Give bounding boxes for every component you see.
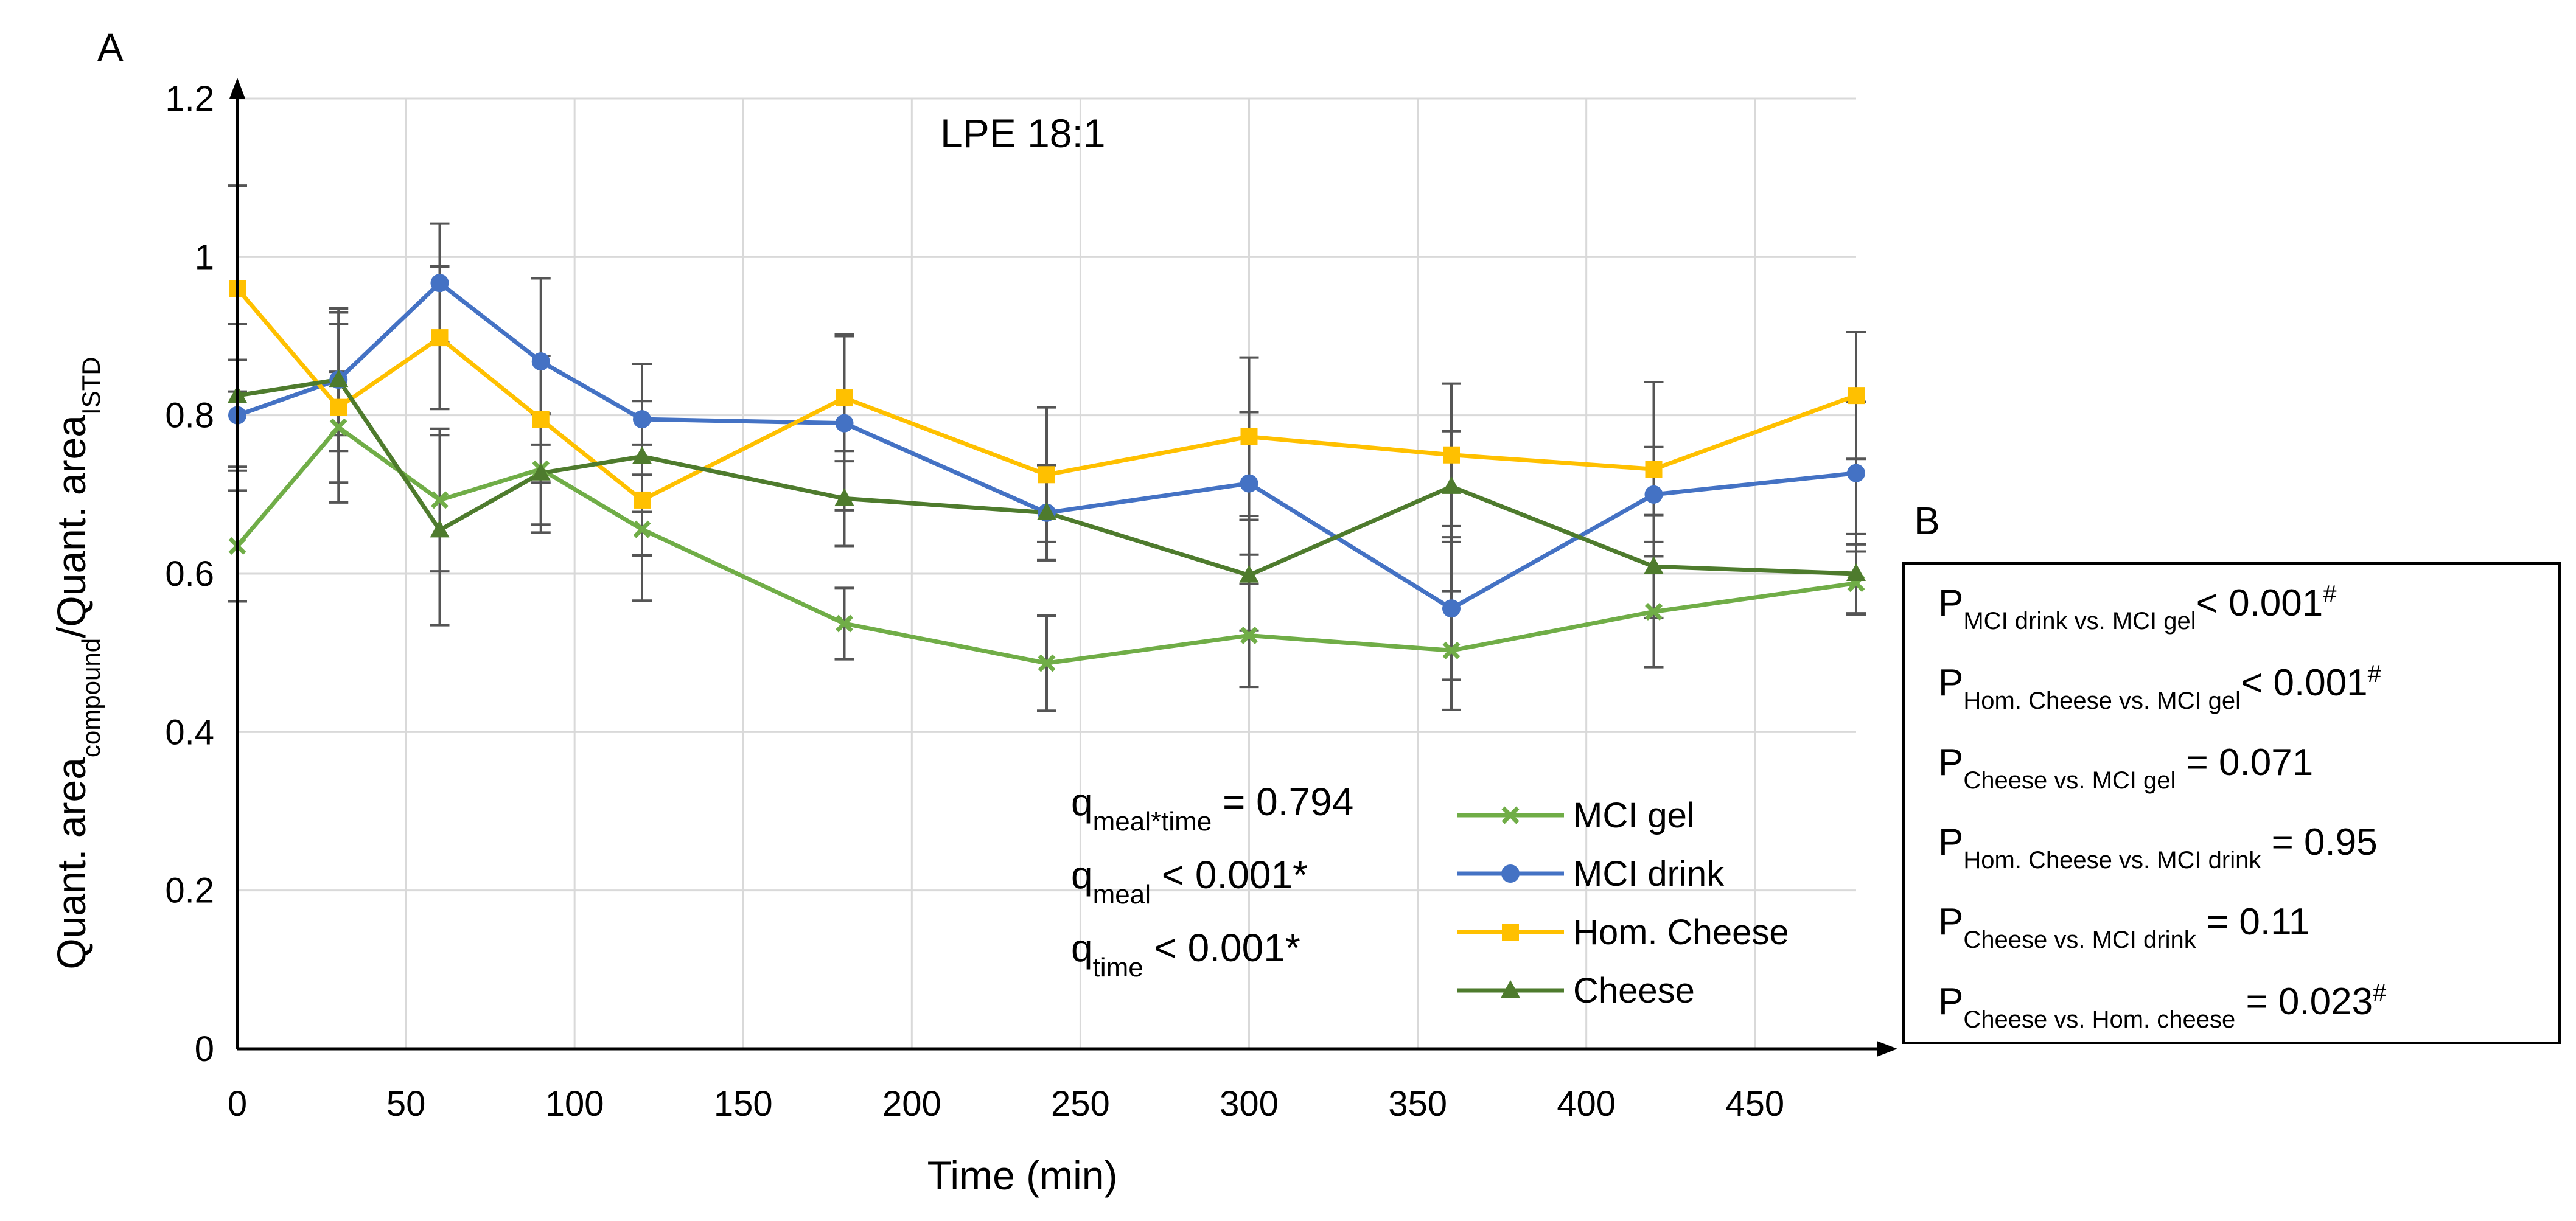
data-point-mci-drink bbox=[1442, 599, 1461, 618]
legend-label-hom-cheese: Hom. Cheese bbox=[1573, 913, 1789, 952]
x-tick-label: 400 bbox=[1557, 1084, 1616, 1124]
y-tick-label: 0.8 bbox=[165, 396, 214, 436]
data-point-mci-gel bbox=[1645, 603, 1663, 621]
x-tick-label: 100 bbox=[545, 1084, 604, 1124]
data-point-cheese bbox=[834, 488, 854, 506]
data-point-hom-cheese bbox=[634, 491, 651, 509]
data-point-cheese bbox=[329, 369, 349, 388]
tick-labels: 0 50 100 150 200 250 300 350 400 450 0 0.2 0.4 0.6 0.8… bbox=[165, 79, 1784, 1124]
x-tick-label: 0 bbox=[228, 1084, 247, 1124]
data-point-hom-cheese bbox=[1240, 428, 1258, 445]
data-point-cheese bbox=[1846, 563, 1866, 581]
data-point-hom-cheese bbox=[532, 411, 550, 428]
data-point-mci-gel bbox=[1240, 627, 1258, 645]
data-point-cheese bbox=[632, 446, 652, 464]
stats-line: PCheese vs. MCI drink = 0.11 bbox=[1938, 901, 2309, 953]
x-tick-label: 50 bbox=[386, 1084, 426, 1124]
y-tick-label: 1 bbox=[195, 237, 214, 277]
stats-line: PHom. Cheese vs. MCI gel< 0.001# bbox=[1938, 661, 2382, 714]
panel-label-b: B bbox=[1914, 499, 1940, 543]
stats-panel-box bbox=[1902, 562, 2561, 1044]
error-bars bbox=[228, 184, 1866, 712]
data-point-hom-cheese bbox=[1848, 387, 1865, 405]
data-point-mci-drink bbox=[531, 352, 550, 371]
data-point-mci-gel bbox=[633, 520, 651, 538]
model-annotations: qmeal*time = 0.794 qmeal < 0.001* qtime … bbox=[1071, 780, 1353, 983]
data-point-mci-gel bbox=[329, 418, 347, 436]
data-point-mci-drink bbox=[633, 410, 651, 429]
legend-marker-cheese bbox=[1501, 980, 1520, 998]
y-axis-label: Quant. areacompound/Quant. areaISTD bbox=[49, 357, 105, 969]
data-point-cheese bbox=[430, 520, 450, 538]
data-point-cheese bbox=[1037, 502, 1056, 520]
x-axis-label: Time (min) bbox=[927, 1153, 1118, 1198]
data-point-hom-cheese bbox=[1645, 461, 1663, 478]
x-tick-label: 450 bbox=[1725, 1084, 1784, 1124]
data-point-hom-cheese bbox=[1038, 466, 1055, 484]
y-axis-arrow bbox=[229, 78, 245, 99]
legend-marker-mci-drink bbox=[1501, 864, 1520, 883]
series-markers bbox=[228, 274, 1866, 672]
legend-label-mci-gel: MCI gel bbox=[1573, 796, 1695, 835]
legend-label-mci-drink: MCI drink bbox=[1573, 854, 1725, 894]
x-tick-label: 250 bbox=[1051, 1084, 1110, 1124]
x-tick-label: 150 bbox=[714, 1084, 773, 1124]
y-tick-label: 0.4 bbox=[165, 712, 214, 752]
y-tick-label: 0 bbox=[195, 1029, 214, 1069]
data-point-cheese bbox=[531, 462, 551, 481]
legend: MCI gel MCI drink Hom. Cheese Cheese bbox=[1457, 796, 1789, 1011]
legend-label-cheese: Cheese bbox=[1573, 971, 1695, 1011]
data-point-mci-gel bbox=[431, 491, 449, 509]
annotation-q-meal: qmeal < 0.001* bbox=[1071, 853, 1308, 910]
data-point-hom-cheese bbox=[836, 389, 853, 407]
x-tick-label: 200 bbox=[882, 1084, 941, 1124]
data-point-cheese bbox=[1239, 565, 1259, 583]
data-point-hom-cheese bbox=[330, 398, 347, 416]
data-point-mci-drink bbox=[1240, 474, 1258, 493]
annotation-q-meal-time: qmeal*time = 0.794 bbox=[1071, 780, 1353, 837]
legend-marker-hom-cheese bbox=[1502, 924, 1519, 941]
stats-line: PMCI drink vs. MCI gel< 0.001# bbox=[1938, 581, 2337, 635]
x-tick-label: 350 bbox=[1388, 1084, 1447, 1124]
annotation-q-time: qtime < 0.001* bbox=[1071, 926, 1300, 983]
data-point-mci-gel bbox=[1442, 641, 1461, 659]
stats-panel: PMCI drink vs. MCI gel< 0.001# PHom. Chee… bbox=[1902, 562, 2561, 1044]
data-point-mci-gel bbox=[836, 614, 853, 633]
data-point-hom-cheese bbox=[1443, 446, 1460, 464]
data-point-mci-drink bbox=[1847, 464, 1865, 482]
data-point-mci-drink bbox=[430, 274, 449, 293]
data-point-cheese bbox=[1644, 556, 1664, 574]
data-point-mci-drink bbox=[1644, 485, 1663, 504]
y-tick-label: 1.2 bbox=[165, 79, 214, 119]
stats-line: PCheese vs. Hom. cheese = 0.023# bbox=[1938, 979, 2387, 1033]
gridlines bbox=[237, 97, 1856, 1049]
legend-marker-mci-gel bbox=[1501, 806, 1520, 824]
x-axis-arrow bbox=[1877, 1041, 1897, 1057]
y-tick-label: 0.2 bbox=[165, 871, 214, 911]
data-point-mci-drink bbox=[835, 414, 854, 433]
x-tick-label: 300 bbox=[1220, 1084, 1279, 1124]
data-point-mci-gel bbox=[1038, 654, 1056, 672]
chart-title: LPE 18:1 bbox=[940, 111, 1106, 156]
panel-label-a: A bbox=[97, 26, 124, 69]
y-tick-label: 0.6 bbox=[165, 554, 214, 594]
axes bbox=[229, 78, 1897, 1057]
stats-line: PHom. Cheese vs. MCI drink = 0.95 bbox=[1938, 821, 2378, 874]
data-point-cheese bbox=[1442, 476, 1461, 494]
stats-line: PCheese vs. MCI gel = 0.071 bbox=[1938, 742, 2313, 794]
data-point-hom-cheese bbox=[431, 329, 449, 347]
